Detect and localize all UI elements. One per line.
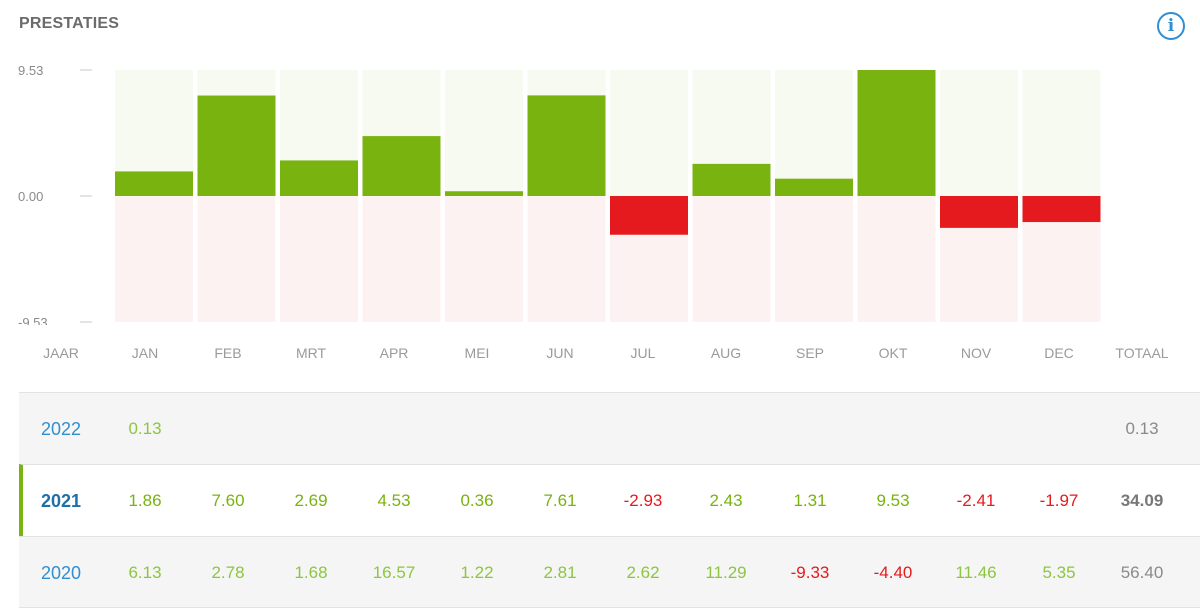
bar-dec [1022,196,1101,223]
table-cell: 1.22 [460,563,494,582]
table-cell: 2.69 [294,491,328,510]
bar-background-negative [775,196,853,322]
table-cell: 1.68 [294,563,328,582]
bar-background-positive [445,70,523,196]
bar-background-negative [197,196,276,322]
bar-background-positive [610,70,688,196]
y-tick-label: 9.53 [18,63,43,78]
year-link[interactable]: 2020 [40,563,82,583]
bar-sep [775,178,853,196]
bar-mrt [280,160,358,196]
table-cell: -2.93 [623,491,663,510]
row-total: 56.40 [1120,563,1164,582]
bar-background-negative [280,196,358,322]
bar-background-negative [362,196,441,322]
column-header-jul: JUL [630,345,656,361]
bar-apr [362,136,441,196]
column-header-aug: AUG [710,345,742,361]
column-header-sep: SEP [795,345,825,361]
bar-okt [857,70,936,196]
table-cell: 5.35 [1042,563,1076,582]
performance-table: 2022 0.13 0.13 2021 1.86 7.60 2.69 4.53 0.36 7.61… [19,392,1200,608]
bar-nov [940,196,1018,228]
table-cell: 16.57 [372,563,416,582]
column-header-mrt: MRT [295,345,327,361]
column-header-nov: NOV [960,345,992,361]
table-cell: 2.78 [211,563,245,582]
section-title: PRESTATIES [19,15,120,32]
month-header-row: JAAR JAN FEB MRT APR MEI JUN JUL AUG SEP OKT NOV DEC… [0,345,1200,371]
table-cell: 2.81 [543,563,577,582]
column-header-totaal: TOTAAL [1115,345,1169,361]
table-row[interactable]: 2022 0.13 0.13 [19,392,1200,464]
table-cell: 4.53 [377,491,411,510]
bar-feb [197,95,276,196]
table-cell: -2.41 [956,491,996,510]
table-row[interactable]: 2021 1.86 7.60 2.69 4.53 0.36 7.61 -2.93 2.43 1.3… [19,464,1200,536]
y-tick-label: -9.53 [18,315,48,325]
bar-background-negative [692,196,771,322]
column-header-apr: APR [379,345,409,361]
column-header-okt: OKT [878,345,908,361]
table-cell: 9.53 [876,491,910,510]
bar-jul [610,196,688,235]
table-cell: 11.46 [955,563,997,582]
bar-mei [445,191,523,196]
column-header-jun: JUN [546,345,574,361]
table-cell: 6.13 [128,563,162,582]
bar-background-positive [775,70,853,196]
column-header-feb: FEB [214,345,242,361]
bar-background-negative [445,196,523,322]
info-icon[interactable]: i [1157,12,1185,40]
table-cell: 7.60 [211,491,245,510]
column-header-dec: DEC [1044,345,1074,361]
column-header-mei: MEI [464,345,490,361]
table-cell: 0.36 [460,491,494,510]
table-row[interactable]: 2020 6.13 2.78 1.68 16.57 1.22 2.81 2.62 11.29 -9… [19,536,1200,608]
table-cell: 11.29 [705,563,747,582]
bar-jun [527,95,606,196]
table-cell: 0.13 [128,419,162,438]
performance-bar-chart: 9.53 0.00 -9.53 [18,63,1101,325]
table-cell: 2.43 [709,491,743,510]
row-total: 34.09 [1120,491,1164,510]
column-header-jan: JAN [131,345,159,361]
table-cell: -1.97 [1039,491,1079,510]
bar-background-negative [527,196,606,322]
bar-jan [115,171,193,196]
table-cell: 1.86 [128,491,162,510]
table-cell: -4.40 [873,563,913,582]
table-cell: 7.61 [543,491,577,510]
table-cell: 1.31 [793,491,827,510]
row-total: 0.13 [1125,419,1159,438]
table-cell: -9.33 [790,563,830,582]
year-link[interactable]: 2021 [40,491,82,511]
y-tick-label: 0.00 [18,189,43,204]
bar-background-positive [1022,70,1101,196]
column-header-jaar: JAAR [43,345,79,361]
bar-background-positive [940,70,1018,196]
bar-aug [692,163,771,196]
bar-background-negative [857,196,936,322]
bar-background-negative [115,196,193,322]
table-cell: 2.62 [626,563,660,582]
year-link[interactable]: 2022 [40,419,82,439]
